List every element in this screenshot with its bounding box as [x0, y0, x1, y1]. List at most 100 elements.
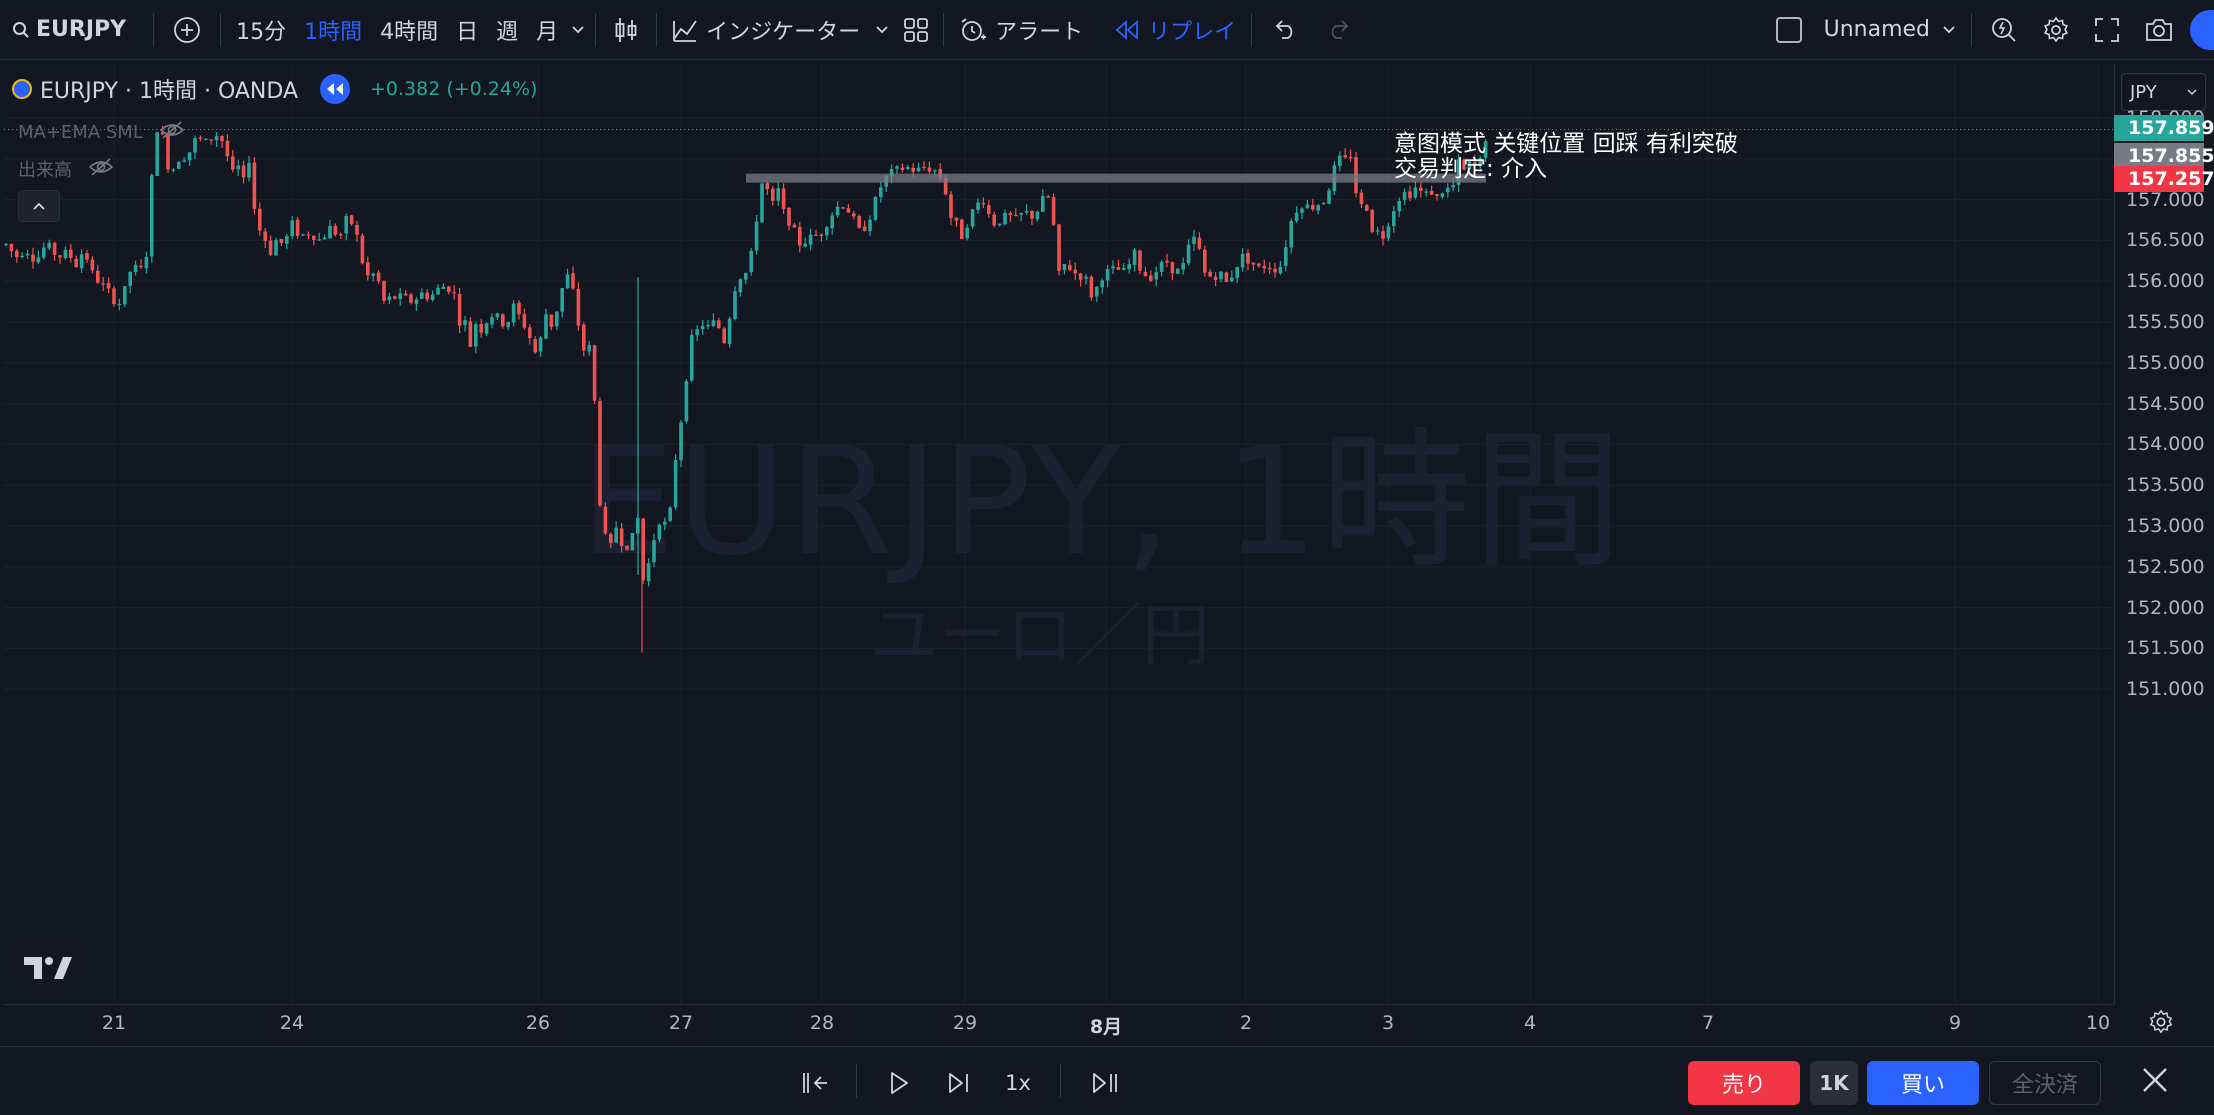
replay-badge-button[interactable] [320, 74, 350, 104]
interval-day[interactable]: 日 [456, 19, 479, 45]
compare-add-button[interactable] [160, 0, 214, 60]
layout-square-icon [1775, 16, 1802, 43]
time-axis[interactable] [4, 1004, 2114, 1044]
quick-search-icon [1990, 16, 2018, 44]
candle-body [528, 327, 532, 339]
candle-body [1219, 271, 1223, 280]
interval-1h[interactable]: 1時間 [304, 19, 363, 45]
candle-body [819, 234, 824, 236]
publish-button[interactable] [2186, 0, 2214, 60]
legend-collapse-button[interactable] [18, 190, 60, 222]
candle-body [771, 188, 775, 201]
close-replay-button[interactable] [2138, 1063, 2172, 1101]
candle-body [970, 209, 975, 227]
eye-hidden-icon[interactable] [159, 120, 185, 145]
replay-speed-button[interactable]: 1x [998, 1066, 1038, 1100]
interval-week[interactable]: 週 [496, 19, 519, 45]
candle-body [614, 527, 618, 543]
candle-body [355, 225, 359, 235]
jump-to-realtime-button[interactable] [1090, 1066, 1120, 1100]
play-button[interactable] [884, 1066, 914, 1100]
candle-body [976, 202, 980, 210]
candle-body [155, 132, 159, 176]
time-axis-label: 27 [668, 1012, 694, 1034]
step-forward-button[interactable] [944, 1066, 974, 1100]
candle-body [738, 279, 743, 293]
redo-button[interactable] [1312, 0, 1366, 60]
candle-body [1402, 192, 1407, 200]
axis-settings-button[interactable] [2148, 1009, 2174, 1039]
indicator-row-volume[interactable]: 出来高 [18, 156, 114, 182]
price-tick-label: 155.500 [2126, 311, 2205, 333]
candle-body [1192, 236, 1196, 244]
settings-button[interactable] [2030, 0, 2082, 60]
eye-hidden-icon[interactable] [88, 157, 114, 182]
price-scale[interactable] [2114, 64, 2214, 1004]
candle-body [1473, 161, 1477, 166]
candle-body [225, 140, 230, 157]
candle-body [393, 296, 397, 299]
jump-to-start-button[interactable] [800, 1066, 830, 1100]
replay-divider [856, 1064, 857, 1098]
candle-body [474, 324, 478, 347]
symbol-search-button[interactable]: EURJPY [0, 0, 135, 60]
quantity-button[interactable]: 1K [1810, 1061, 1858, 1105]
price-tick-label: 156.500 [2126, 229, 2205, 252]
interval-4h[interactable]: 4時間 [380, 19, 439, 45]
snapshot-button[interactable] [2132, 0, 2186, 60]
candle-body [74, 258, 78, 268]
text-annotation[interactable]: 意图模式 关键位置 回踩 有利突破 交易判定: 介入 [1394, 132, 1738, 182]
interval-month[interactable]: 月 [536, 19, 559, 45]
buy-button[interactable]: 買い [1867, 1061, 1979, 1105]
currency-selector[interactable]: JPY [2121, 73, 2206, 111]
gear-icon [2149, 1009, 2173, 1034]
candle-body [436, 287, 440, 295]
close-all-positions-button[interactable]: 全決済 [1989, 1061, 2101, 1105]
rewind-icon [327, 83, 343, 95]
candle-body [1435, 194, 1439, 196]
templates-button[interactable] [895, 0, 937, 60]
indicators-dropdown-button[interactable] [869, 0, 895, 60]
candle-body [252, 162, 257, 209]
candle-body [1057, 224, 1061, 271]
candle-body [1116, 267, 1121, 270]
candlestick-chart[interactable] [0, 0, 2114, 1004]
candle-body [133, 264, 138, 272]
candle-body [895, 166, 899, 169]
undo-button[interactable] [1258, 0, 1312, 60]
candle-body [1467, 160, 1472, 170]
publish-circle-icon [2190, 9, 2214, 50]
candle-body [1019, 212, 1023, 215]
alert-button[interactable]: アラート [950, 0, 1092, 60]
candle-body [1419, 187, 1423, 191]
candle-body [1305, 204, 1310, 209]
jump-realtime-icon [1093, 1073, 1117, 1093]
chart-type-button[interactable] [602, 0, 650, 60]
interval-dropdown-button[interactable] [567, 0, 589, 60]
time-axis-label: 7 [1701, 1012, 1715, 1034]
time-axis-label: 26 [525, 1012, 551, 1034]
toolbar-divider [1251, 12, 1253, 47]
candle-body [981, 203, 986, 205]
chevron-down-icon [1942, 25, 1956, 35]
indicators-button[interactable]: インジケーター [663, 0, 869, 60]
indicator-row-ma[interactable]: MA+EMA SML [18, 120, 185, 145]
sell-button[interactable]: 売り [1688, 1061, 1800, 1105]
toolbar-divider [943, 12, 945, 47]
candle-body [1046, 196, 1050, 198]
replay-button[interactable]: リプレイ [1092, 0, 1245, 60]
candle-body [673, 459, 678, 508]
gear-icon [2042, 16, 2070, 44]
indicator-label: MA+EMA SML [18, 122, 143, 143]
time-axis-label: 4 [1523, 1012, 1537, 1034]
chart-pane[interactable] [4, 64, 2114, 1004]
layout-menu-button[interactable]: Unnamed [1767, 0, 1965, 60]
interval-15m[interactable]: 15分 [236, 19, 287, 45]
candle-body [857, 216, 861, 228]
tradingview-logo[interactable] [24, 955, 72, 985]
candle-body [366, 262, 370, 276]
time-axis-label: 2 [1239, 1012, 1253, 1034]
candle-body [1413, 187, 1418, 198]
fullscreen-button[interactable] [2082, 0, 2132, 60]
quick-search-button[interactable] [1978, 0, 2030, 60]
